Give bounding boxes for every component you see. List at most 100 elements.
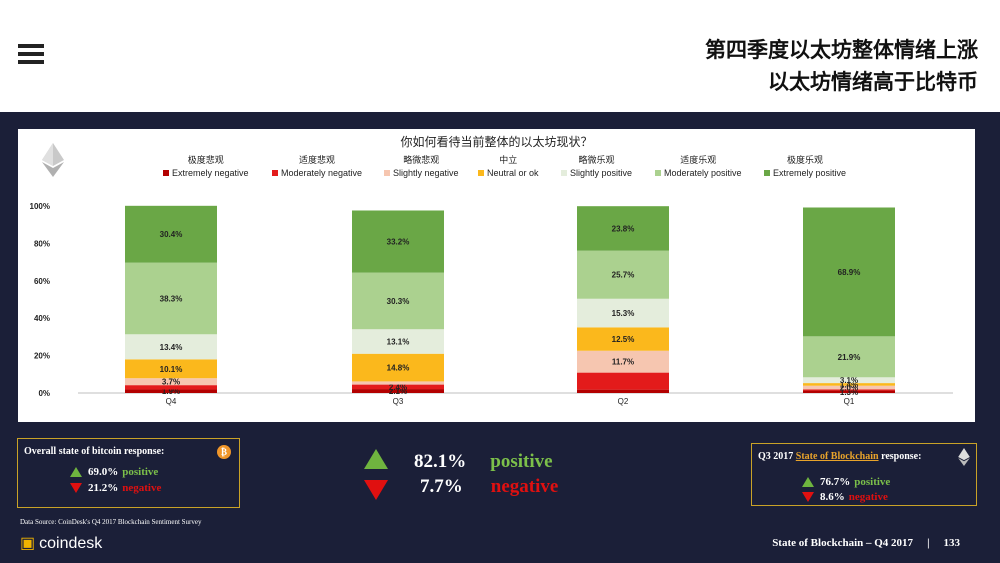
legend-label: Moderately negative [281, 168, 363, 178]
blockchain-response-box: Q3 2017 State of Blockchain response: 76… [751, 443, 977, 506]
data-label: 13.4% [160, 343, 183, 352]
footer-separator: | [927, 537, 930, 549]
legend-swatch [272, 170, 278, 176]
y-tick-label: 80% [34, 239, 50, 248]
bitcoin-negative-value: 21.2% [88, 482, 119, 494]
y-tick-label: 100% [30, 202, 50, 211]
data-label: 2.0% [840, 384, 858, 393]
y-tick-label: 0% [38, 389, 50, 398]
center-positive-value: 82.1% [414, 451, 467, 472]
stacked-bar-chart: 0% 20% 40% 60% 80% 100% 1.9%3.7% 10.1% 13.4% 38.3… [30, 202, 953, 406]
legend-swatch [384, 170, 390, 176]
data-label: 10.1% [160, 365, 183, 374]
y-tick-label: 60% [34, 277, 50, 286]
x-tick-label: Q3 [393, 397, 404, 406]
legend-label: Extremely positive [773, 168, 847, 178]
bar-segment [352, 353, 444, 382]
blockchain-negative-value: 8.6% [820, 491, 845, 503]
center-negative-row: 7.7% negative [420, 476, 558, 498]
legend-label-cn: 适度悲观 [299, 156, 336, 166]
bar-segment [803, 390, 895, 393]
legend-label: Neutral or ok [487, 168, 539, 178]
bar-segment [352, 384, 444, 390]
coindesk-brand-text: coindesk [39, 535, 103, 552]
bar-segment [352, 389, 444, 393]
x-tick-label: Q2 [618, 397, 629, 406]
deck-title: State of Blockchain – Q4 2017 [772, 537, 914, 549]
bar-segment [803, 383, 895, 386]
down-arrow-icon [802, 492, 814, 503]
data-source: Data Source: CoinDesk's Q4 2017 Blockcha… [20, 518, 202, 526]
data-label: 3.7% [162, 378, 180, 387]
data-label: 2.1% [389, 387, 407, 396]
bitcoin-box-title: Overall state of bitcoin response: [24, 446, 165, 457]
bar-segment [352, 272, 444, 330]
blockchain-positive-row: 76.7% positive [802, 476, 890, 488]
bar-segment [803, 385, 895, 390]
bitcoin-negative-label: negative [122, 482, 162, 494]
page-subtitle: 以太坊情绪高于比特币 [768, 70, 978, 94]
data-label: 33.2% [387, 238, 410, 247]
bitcoin-positive-label: positive [122, 466, 159, 478]
legend-item: 适度乐观 Moderately positive [655, 153, 742, 179]
bar-segment [803, 389, 895, 391]
legend-item: 极度悲观 Extremely negative [163, 153, 249, 179]
ethereum-icon [958, 448, 970, 466]
state-of-blockchain-link[interactable]: State of Blockchain [795, 451, 879, 462]
blockchain-positive-label: positive [854, 476, 891, 488]
data-label: 38.3% [160, 294, 183, 303]
data-label: 21.9% [838, 353, 861, 362]
coindesk-logo: ▣ coindesk [20, 533, 102, 553]
header: 第四季度以太坊整体情绪上涨 以太坊情绪高于比特币 [0, 0, 1000, 112]
legend-swatch [478, 170, 484, 176]
down-arrow-icon [364, 480, 388, 500]
bitcoin-response-box: Overall state of bitcoin response: ₿ 69.… [17, 438, 240, 508]
page-title: 第四季度以太坊整体情绪上涨 [705, 38, 978, 62]
blockchain-negative-row: 8.6% negative [802, 491, 888, 503]
legend-label: Moderately positive [664, 168, 742, 178]
bar-segment [125, 378, 217, 386]
center-negative-label: negative [490, 476, 559, 497]
footer-right: State of Blockchain – Q4 2017 | 133 [772, 537, 960, 549]
up-arrow-icon [364, 449, 388, 469]
legend-item: 极度乐观 Extremely positive [764, 153, 846, 179]
data-label: 30.3% [387, 297, 410, 306]
legend-label: Slightly positive [570, 168, 633, 178]
legend-item: 中立 Neutral or ok [478, 153, 539, 179]
bar-segment [352, 329, 444, 354]
down-arrow-icon [70, 483, 82, 494]
blockchain-box-title-prefix: Q3 2017 [758, 451, 794, 462]
legend-swatch [764, 170, 770, 176]
chart-panel: 你如何看待当前整体的以太坊现状？ 极度悲观 Extremely negative 适… [18, 129, 975, 422]
bitcoin-positive-value: 69.0% [88, 466, 119, 478]
data-label: 1.4% [840, 380, 858, 389]
data-label: 2.4% [389, 383, 407, 392]
menu-icon[interactable] [18, 44, 44, 64]
legend-label-cn: 极度悲观 [187, 156, 224, 166]
bar-segment [577, 206, 669, 251]
bar-segment [352, 381, 444, 385]
bar-segment [125, 385, 217, 390]
bar-segment [125, 262, 217, 335]
center-positive-label: positive [490, 451, 553, 472]
data-label: 13.1% [387, 337, 410, 346]
data-label: 15.3% [612, 309, 635, 318]
data-label: 30.4% [160, 230, 183, 239]
blockchain-positive-value: 76.7% [820, 476, 851, 488]
legend-label: Slightly negative [393, 168, 459, 178]
x-tick-label: Q4 [166, 397, 177, 406]
coindesk-logo-icon: ▣ [20, 535, 36, 552]
chart-title: 你如何看待当前整体的以太坊现状？ [400, 135, 593, 149]
legend-label-cn: 适度乐观 [680, 156, 717, 166]
legend-label-cn: 极度乐观 [787, 156, 824, 166]
data-label: 1.9% [162, 387, 180, 396]
y-tick-label: 20% [34, 352, 50, 361]
legend-item: 略微悲观 Slightly negative [384, 153, 459, 179]
legend-label-cn: 略微悲观 [403, 156, 440, 166]
bitcoin-positive-row: 69.0% positive [70, 466, 158, 478]
legend-item: 略微乐观 Slightly positive [561, 153, 632, 179]
x-tick-label: Q1 [844, 397, 855, 406]
legend-swatch [655, 170, 661, 176]
bitcoin-icon: ₿ [217, 445, 231, 459]
bar-segment [577, 298, 669, 328]
